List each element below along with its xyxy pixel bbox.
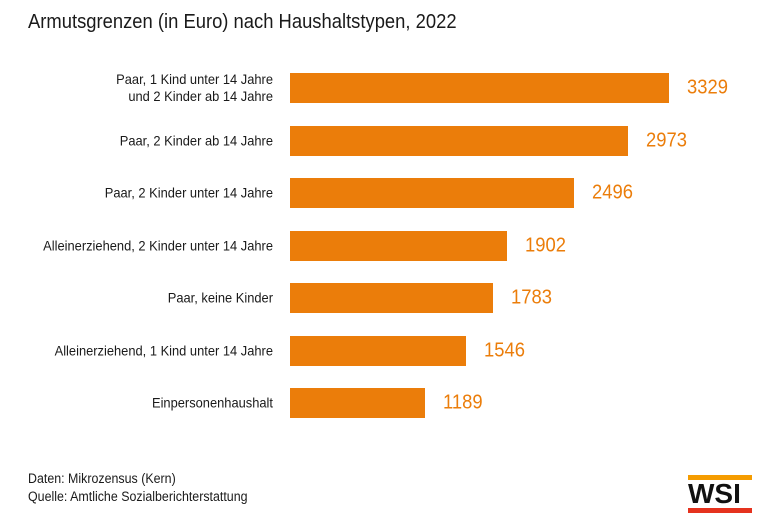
category-label: Einpersonenhaushalt: [151, 394, 273, 411]
value-label: 1546: [484, 339, 525, 362]
category-label: Paar, 2 Kinder ab 14 Jahre: [119, 132, 273, 149]
chart-row: Paar, 2 Kinder ab 14 Jahre 2973: [0, 115, 768, 168]
bar: [290, 230, 507, 261]
chart-row: Paar, 2 Kinder unter 14 Jahre 2496: [0, 167, 768, 220]
source-note: Quelle: Amtliche Sozialberichterstattung: [28, 489, 248, 504]
category-label: Alleinerziehend, 1 Kind unter 14 Jahre: [54, 342, 274, 359]
bar: [290, 125, 628, 156]
category-label: Paar, keine Kinder: [167, 289, 273, 306]
value-label: 3329: [687, 76, 728, 99]
bar: [290, 178, 574, 209]
logo-bottom-bar: [688, 508, 752, 513]
chart-row: Paar, 1 Kind unter 14 Jahre und 2 Kinder…: [0, 62, 768, 115]
chart-title: Armutsgrenzen (in Euro) nach Haushaltsty…: [28, 11, 457, 33]
category-label: Paar, 2 Kinder unter 14 Jahre: [104, 184, 273, 201]
chart-row: Alleinerziehend, 1 Kind unter 14 Jahre 1…: [0, 325, 768, 378]
bar: [290, 335, 466, 366]
data-note: Daten: Mikrozensus (Kern): [28, 471, 176, 486]
wsi-logo: WSI: [688, 475, 752, 513]
footer: Daten: Mikrozensus (Kern) Quelle: Amtlic…: [28, 470, 248, 506]
bar-chart: Paar, 1 Kind unter 14 Jahre und 2 Kinder…: [0, 62, 768, 430]
chart-row: Alleinerziehend, 2 Kinder unter 14 Jahre…: [0, 220, 768, 273]
logo-text: WSI: [688, 478, 741, 509]
value-label: 1783: [511, 286, 552, 309]
category-label: Paar, 1 Kind unter 14 Jahre und 2 Kinder…: [116, 71, 273, 105]
value-label: 2973: [646, 129, 687, 152]
value-label: 2496: [592, 181, 633, 204]
chart-row: Paar, keine Kinder 1783: [0, 272, 768, 325]
bar: [290, 283, 493, 314]
bar: [290, 73, 669, 104]
category-label: Alleinerziehend, 2 Kinder unter 14 Jahre: [43, 237, 273, 254]
bar: [290, 388, 425, 419]
logo-top-bar: [688, 475, 752, 480]
chart-row: Einpersonenhaushalt 1189: [0, 377, 768, 430]
value-label: 1902: [525, 234, 566, 257]
value-label: 1189: [443, 391, 483, 414]
